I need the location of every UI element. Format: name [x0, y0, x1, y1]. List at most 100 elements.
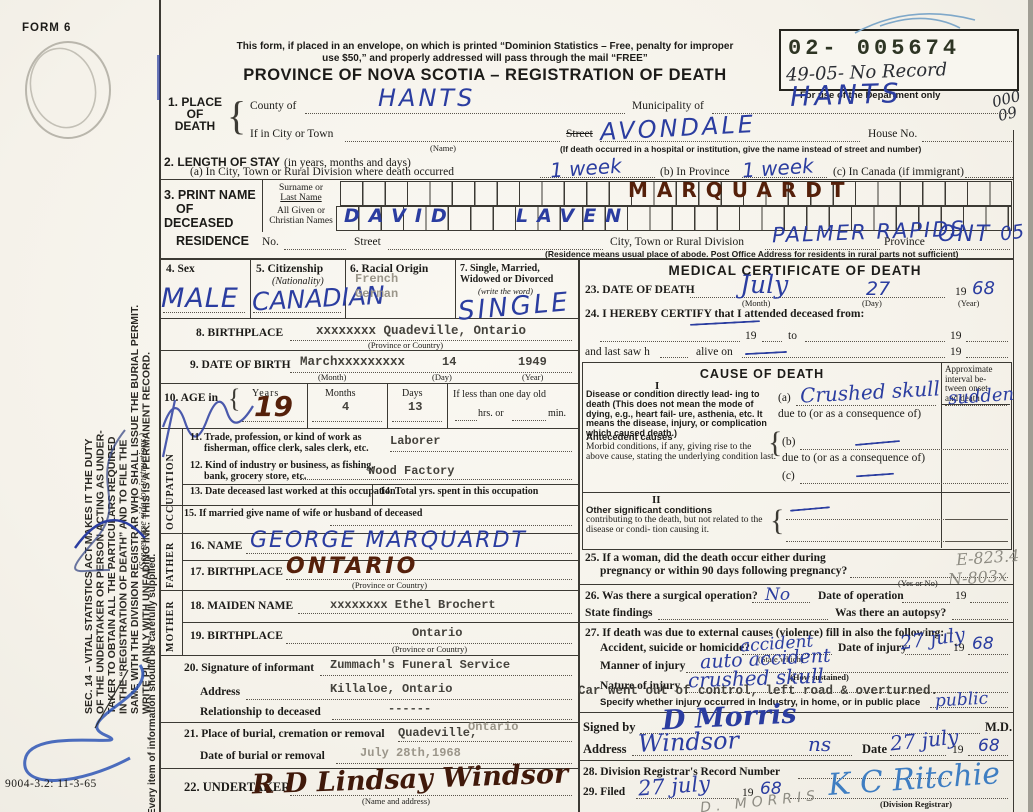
burial-date-value: July 28th,1968 — [360, 746, 461, 760]
operation-date-label: Date of operation — [818, 590, 904, 602]
injury-19: 19 — [953, 642, 965, 654]
rule — [160, 722, 578, 723]
dotted-line — [330, 524, 572, 526]
house-no-label: House No. — [868, 128, 918, 140]
blue-flourish-icon — [23, 664, 145, 782]
rule — [582, 492, 1010, 493]
s13-label: 13. Date deceased last worked at this oc… — [190, 487, 396, 497]
sex-label: 4. Sex — [166, 263, 195, 275]
left-border-line — [159, 0, 161, 812]
antecedent-l1: Morbid conditions, if any, giving — [586, 442, 712, 452]
rule — [372, 484, 373, 505]
s15-label-1: 15. If married give name of wife — [184, 508, 321, 519]
s1-line1: PLACE — [181, 95, 223, 109]
rule — [578, 760, 1014, 761]
s12-label-1: 12. Kind of industry or business, as fis… — [190, 460, 374, 471]
given-name-2: LAVEN — [516, 205, 631, 227]
blue-underline — [744, 350, 788, 356]
residence-province-label: Province — [884, 236, 925, 248]
dotted-line — [712, 112, 1012, 114]
autopsy-label: Was there an autopsy? — [835, 607, 947, 619]
s2-num: 2. — [164, 155, 175, 169]
age-months-value: 4 — [342, 400, 350, 414]
other-title: Other significant conditions — [586, 505, 713, 516]
mail-note-line2: use $50,” and properly addressed will pa… — [322, 53, 648, 64]
s3-num: 3. — [164, 188, 175, 202]
alive-on-label: alive on — [696, 346, 733, 358]
cause-part2: II — [652, 494, 661, 506]
informant-label: 20. Signature of informant — [184, 662, 315, 674]
dotted-line — [752, 601, 810, 603]
nature-typed-value: Car went out of control, left road & ove… — [578, 684, 939, 698]
physician-address-value2: ns — [808, 732, 832, 756]
dotted-line — [312, 420, 382, 422]
s14-label-2: this occupation — [473, 486, 539, 497]
s2-title: LENGTH OF STAY — [177, 155, 281, 169]
residence-label: RESIDENCE — [176, 234, 249, 248]
cause-part1: I — [655, 380, 660, 392]
blue-underline — [689, 320, 761, 326]
cause-due1: due to (or as a consequence of) — [778, 408, 922, 420]
dotted-line — [640, 732, 980, 734]
signed-19: 19 — [952, 744, 964, 756]
dotted-line — [762, 340, 782, 342]
rule — [345, 258, 346, 318]
sex-value: MALE — [161, 283, 239, 314]
burial-place-value: Quadeville, — [398, 726, 478, 740]
dotted-line — [945, 540, 1007, 542]
age-months-label: Months — [325, 388, 356, 399]
birthplace-caption: (Province or Country) — [368, 340, 444, 350]
corner-code-2: 09 — [996, 102, 1019, 126]
rule — [578, 712, 1014, 713]
rule — [182, 622, 578, 623]
interval-line: tween onset — [945, 383, 988, 393]
stamp-scribble-icon — [854, 13, 976, 34]
dob-label: 9. DATE OF BIRTH — [190, 359, 291, 371]
signed-year: 68 — [978, 736, 1000, 756]
state-which-caption: (State which) — [758, 654, 804, 664]
cause-c-label: (c) — [782, 470, 795, 482]
disease-l4: ure, asthenia, etc. It means the — [586, 408, 763, 429]
dotted-line — [345, 140, 560, 142]
mother-birthplace-label: 19. BIRTHPLACE — [190, 630, 283, 642]
death-date-day: 27 — [866, 278, 891, 300]
dept-caption: For use of the Department only — [800, 90, 941, 101]
rule — [182, 533, 183, 655]
death-date-day-caption: (Day) — [862, 298, 882, 308]
dotted-line — [298, 612, 572, 614]
certify-line: 24. I HEREBY CERTIFY that I attended dec… — [585, 308, 865, 320]
dotted-line — [686, 691, 1008, 693]
surname-label-1: Surname or — [278, 183, 324, 193]
md-label: M.D. — [985, 720, 1013, 734]
dotted-line — [742, 356, 945, 358]
dotted-line — [286, 642, 572, 644]
residence-province-value: ONT — [938, 222, 992, 247]
certify-to: to — [788, 330, 797, 342]
death-date-19: 19 — [955, 286, 967, 298]
other-l3: tion causing it. — [652, 525, 709, 535]
surname-label: Surname or Last Name — [268, 183, 334, 203]
given-name-1: DAVID — [344, 205, 456, 227]
death-date-year: 68 — [972, 278, 995, 299]
residence-street-label: Street — [354, 236, 381, 248]
disease-l5: disease, injury, or complication — [633, 418, 767, 429]
rule — [160, 533, 578, 534]
disease-label: Disease or condition directly lead- ing … — [586, 389, 772, 439]
s2-title-suffix: (in years, months and days) — [284, 157, 411, 169]
rule — [160, 258, 1014, 260]
specify-label: Specify whether injury occurred in Indus… — [600, 697, 921, 708]
s29-label: 29. Filed — [583, 786, 626, 798]
racial-origin-typed1: French — [355, 272, 399, 286]
margin-code-1: E-823.4 — [955, 545, 1020, 570]
citizenship-label: 5. Citizenship — [256, 263, 324, 275]
antecedent-l3: the underlying condition last. — [664, 452, 776, 462]
burial-place-label: 21. Place of burial, cremation or remova… — [184, 728, 385, 740]
injury-year: 68 — [972, 634, 994, 654]
s3-line2: OF DECEASED — [164, 202, 234, 230]
place-value: public — [934, 688, 989, 712]
father-birthplace-value: ONTARIO — [286, 554, 419, 579]
other-label: contributing to the death, but not relat… — [586, 515, 776, 535]
rule — [578, 622, 1014, 623]
marital-label-1: 7. Single, Married, — [460, 263, 540, 274]
residence-caption: (Residence means usual place of abode. P… — [545, 249, 959, 259]
